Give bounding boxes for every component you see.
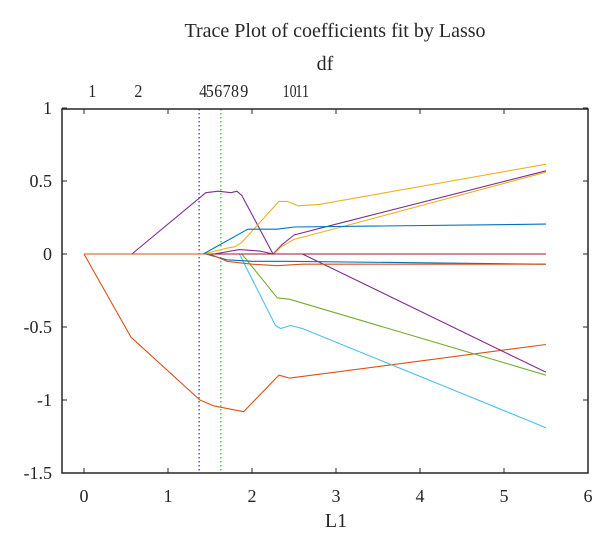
df-tick-label: 11 <box>295 81 309 101</box>
y-tick-label: 0.5 <box>30 171 53 191</box>
top-axis-label: df <box>317 53 334 75</box>
df-tick-label: 5 <box>206 81 214 101</box>
x-axis-label: L1 <box>325 510 347 532</box>
x-tick-label: 1 <box>164 486 173 506</box>
y-tick-label: -0.5 <box>24 317 53 337</box>
y-tick-label: 1 <box>43 98 52 118</box>
coef-purple-plateau-line <box>84 170 547 255</box>
y-tick-label: -1 <box>37 390 52 410</box>
df-tick-label: 6 <box>214 81 222 101</box>
chart-title: Trace Plot of coefficients fit by Lasso <box>184 20 485 42</box>
x-tick-label: 0 <box>80 486 89 506</box>
coef-blue-line <box>84 223 547 255</box>
df-tick-label: 8 <box>231 81 239 101</box>
x-tick-label: 3 <box>332 486 341 506</box>
df-tick-label: 1 <box>88 81 96 101</box>
y-tick-label: 0 <box>43 244 52 264</box>
x-tick-label: 6 <box>584 486 593 506</box>
coef-orange-small-line <box>84 253 546 267</box>
x-tick-label: 4 <box>416 486 425 506</box>
df-tick-label: 7 <box>223 81 231 101</box>
series-layer <box>83 163 547 429</box>
coef-yellow-top-line <box>84 163 547 255</box>
y-tick-label: -1.5 <box>24 463 53 483</box>
x-axis-ticks: 0 1 2 3 4 5 6 <box>80 109 593 506</box>
plot-area-frame <box>61 108 589 474</box>
df-tick-label: 9 <box>240 81 248 101</box>
coef-blue-small-line <box>84 253 547 265</box>
df-tick-label: 2 <box>134 81 142 101</box>
coef-orange-neg-line <box>83 253 547 413</box>
df-tick-label: 10 <box>283 81 297 101</box>
x-tick-label: 5 <box>500 486 509 506</box>
coef-cyan-line <box>84 253 547 429</box>
x-tick-label: 2 <box>248 486 257 506</box>
y-axis-ticks: 1 0.5 0 -0.5 -1 -1.5 <box>24 98 588 483</box>
vertical-markers <box>198 109 222 473</box>
df-tick-label: 4 <box>199 81 207 101</box>
coef-yellow-second-line <box>84 171 547 255</box>
